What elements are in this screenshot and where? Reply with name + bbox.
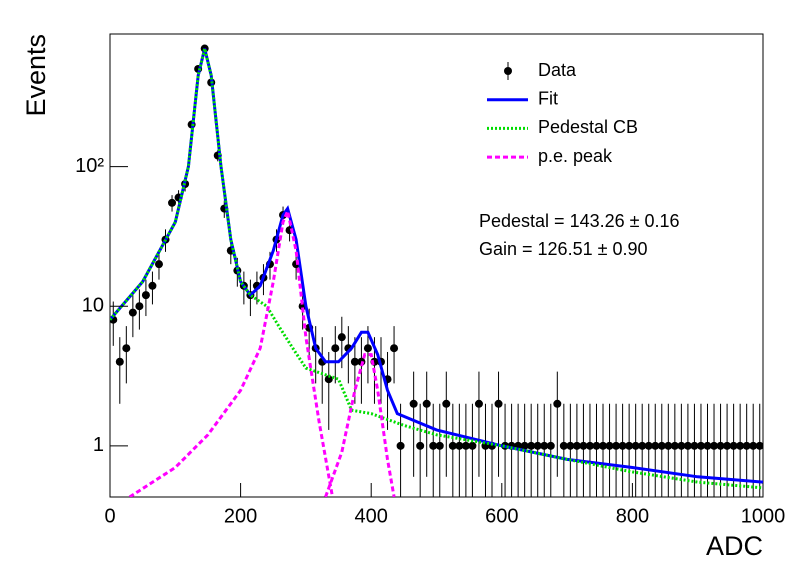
data-point: [533, 441, 542, 450]
data-point: [141, 291, 150, 300]
data-point: [494, 399, 503, 408]
data-point: [148, 281, 157, 290]
data-point: [559, 441, 568, 450]
data-point: [527, 441, 536, 450]
data-point: [409, 399, 418, 408]
legend-label: p.e. peak: [538, 146, 613, 166]
fit-curve: [110, 48, 763, 490]
data-point: [625, 441, 634, 450]
y-tick-label: 1: [93, 434, 104, 456]
plot-area: [110, 44, 763, 497]
data-point: [664, 441, 673, 450]
data-point: [363, 344, 372, 353]
data-point: [331, 344, 340, 353]
data-point: [729, 441, 738, 450]
data-point: [599, 441, 608, 450]
data-point: [690, 441, 699, 450]
data-point: [422, 399, 431, 408]
data-point: [540, 441, 549, 450]
y-tick-label: 10: [82, 294, 104, 316]
data-point: [154, 260, 163, 269]
legend-marker: [504, 67, 512, 75]
y-axis-label: Events: [21, 34, 51, 117]
x-tick-label: 200: [224, 505, 257, 527]
x-tick-label: 600: [485, 505, 518, 527]
data-point: [435, 441, 444, 450]
data-point: [474, 399, 483, 408]
data-point: [670, 441, 679, 450]
data-point: [442, 399, 451, 408]
data-point: [416, 441, 425, 450]
data-point: [651, 441, 660, 450]
data-point: [128, 308, 137, 317]
data-point: [605, 441, 614, 450]
data-point: [710, 441, 719, 450]
data-point: [703, 441, 712, 450]
fit-curve: [128, 206, 396, 497]
data-point: [736, 441, 745, 450]
x-tick-label: 800: [616, 505, 649, 527]
annotation: Pedestal = 143.26 ± 0.16: [479, 211, 680, 231]
data-point: [520, 441, 529, 450]
data-point: [468, 441, 477, 450]
data-point: [696, 441, 705, 450]
y-tick-label: 10²: [75, 155, 104, 177]
data-point: [638, 441, 647, 450]
x-tick-label: 400: [355, 505, 388, 527]
x-axis-label: ADC: [706, 531, 763, 561]
data-point: [716, 441, 725, 450]
data-point: [585, 441, 594, 450]
data-point: [742, 441, 751, 450]
data-point: [592, 441, 601, 450]
data-point: [429, 441, 438, 450]
data-point: [612, 441, 621, 450]
data-point: [749, 441, 758, 450]
data-point: [553, 399, 562, 408]
data-point: [396, 441, 405, 450]
data-point: [461, 441, 470, 450]
data-point: [546, 441, 555, 450]
data-point: [455, 441, 464, 450]
data-point: [723, 441, 732, 450]
fit-curve: [110, 48, 763, 484]
data-point: [122, 344, 131, 353]
data-point: [677, 441, 686, 450]
data-point: [683, 441, 692, 450]
annotation: Gain = 126.51 ± 0.90: [479, 239, 648, 259]
data-point: [572, 441, 581, 450]
legend-label: Pedestal CB: [538, 117, 638, 137]
data-point: [390, 344, 399, 353]
data-point: [657, 441, 666, 450]
data-point: [168, 198, 177, 207]
data-point: [337, 333, 346, 342]
x-tick-label: 0: [104, 505, 115, 527]
plot-frame: [109, 33, 764, 498]
data-point: [755, 441, 763, 450]
data-point: [618, 441, 627, 450]
data-point: [566, 441, 575, 450]
data-point: [448, 441, 457, 450]
x-tick-label: 1000: [741, 505, 786, 527]
data-point: [631, 441, 640, 450]
data-point: [135, 302, 144, 311]
legend-label: Fit: [538, 88, 558, 108]
data-point: [115, 357, 124, 366]
data-point: [579, 441, 588, 450]
data-point: [324, 375, 333, 384]
legend-label: Data: [538, 60, 577, 80]
data-point: [644, 441, 653, 450]
data-point: [350, 357, 359, 366]
